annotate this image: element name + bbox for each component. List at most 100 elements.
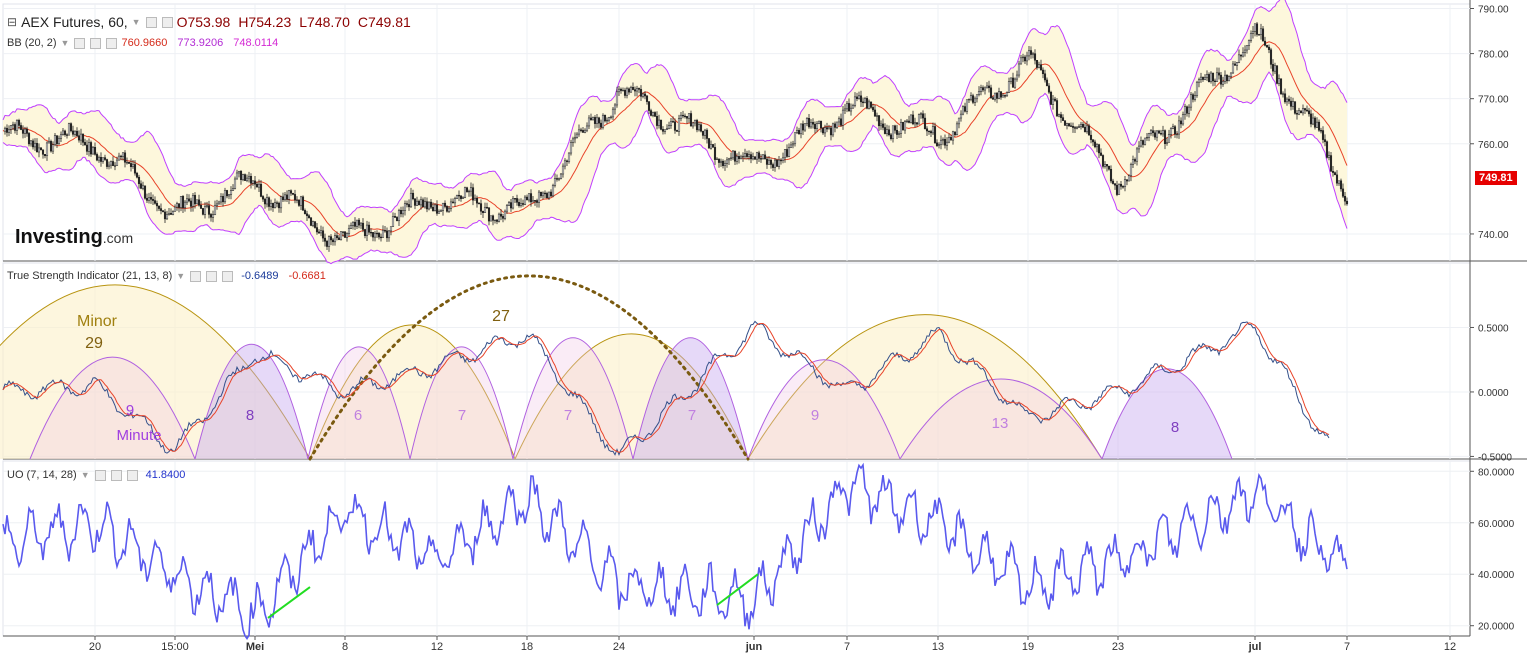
candle-body — [59, 134, 63, 139]
candle-body — [1035, 59, 1039, 68]
candle-body — [995, 92, 999, 99]
candle-body — [753, 156, 757, 160]
chevron-down-icon[interactable]: ▼ — [131, 17, 141, 27]
candle-body — [261, 196, 265, 200]
candle-body — [1277, 78, 1281, 84]
candle-body — [555, 178, 559, 180]
gear-icon[interactable] — [110, 469, 122, 481]
candle-body — [187, 198, 191, 202]
candle-body — [1075, 127, 1079, 129]
gear-icon[interactable] — [206, 270, 218, 282]
candle-body — [1029, 50, 1033, 55]
chevron-down-icon[interactable]: ▼ — [80, 470, 90, 480]
candle-body — [629, 87, 633, 93]
candle-body — [319, 230, 323, 234]
candle-body — [321, 230, 325, 239]
candle-body — [1069, 125, 1073, 127]
candle-body — [133, 164, 137, 174]
candle-body — [585, 125, 589, 131]
candle-body — [767, 159, 771, 165]
candle-body — [687, 113, 691, 119]
candle-body — [161, 210, 165, 213]
candle-body — [647, 101, 651, 111]
annotation-cycle-count: 7 — [564, 407, 572, 424]
candle-body — [999, 91, 1003, 98]
candle-body — [615, 91, 619, 106]
candle-body — [573, 137, 577, 140]
candle-body — [1125, 179, 1129, 182]
cycle-arc-27-dotted — [308, 274, 750, 461]
candle-body — [595, 117, 599, 124]
candle-body — [897, 133, 901, 135]
symbol-title: AEX Futures, 60, — [21, 14, 128, 30]
candle-body — [77, 135, 81, 141]
eye-icon[interactable] — [74, 37, 86, 49]
candle-body — [1063, 120, 1067, 126]
x-tick-label: 12 — [1444, 641, 1456, 653]
eye-icon[interactable] — [190, 270, 202, 282]
candle-body — [1097, 144, 1101, 154]
gear-icon[interactable] — [161, 16, 173, 28]
chevron-down-icon[interactable]: ▼ — [60, 38, 70, 48]
candle-body — [1185, 106, 1189, 114]
candle-body — [191, 195, 195, 207]
uo-tick-label: 60.0000 — [1478, 519, 1515, 530]
candle-body — [163, 211, 167, 220]
candle-body — [601, 114, 605, 128]
candle-body — [541, 192, 545, 197]
candle-body — [1223, 74, 1227, 82]
candle-body — [1181, 114, 1185, 125]
annotation-cycle-count: 7 — [458, 407, 466, 424]
candle-body — [591, 117, 595, 121]
close-icon[interactable] — [126, 469, 138, 481]
candle-body — [587, 117, 591, 127]
candle-body — [675, 130, 679, 132]
candle-body — [449, 201, 453, 209]
close-icon[interactable] — [106, 37, 118, 49]
chevron-down-icon[interactable]: ▼ — [176, 271, 186, 281]
candle-body — [685, 116, 689, 119]
collapse-icon[interactable]: ⊟ — [7, 15, 18, 29]
candle-body — [827, 127, 831, 130]
candle-body — [487, 207, 491, 222]
annotation-minor-number: 29 — [85, 335, 103, 352]
candle-body — [921, 113, 925, 119]
candle-body — [809, 122, 813, 128]
candle-body — [101, 157, 105, 162]
eye-icon[interactable] — [145, 16, 157, 28]
candle-body — [145, 198, 149, 201]
candle-body — [57, 138, 61, 144]
candle-body — [991, 97, 995, 100]
candle-body — [599, 122, 603, 128]
candle-body — [233, 178, 237, 189]
candle-body — [1027, 50, 1031, 57]
candle-body — [309, 217, 313, 226]
candle-body — [375, 232, 379, 235]
candle-body — [909, 114, 913, 123]
candle-body — [539, 191, 543, 197]
candle-body — [1291, 101, 1295, 107]
candle-body — [617, 88, 621, 93]
candle-body — [1033, 53, 1037, 61]
candle-body — [815, 123, 819, 129]
eye-icon[interactable] — [94, 469, 106, 481]
candle-body — [493, 219, 497, 222]
candle-body — [75, 130, 79, 136]
gear-icon[interactable] — [90, 37, 102, 49]
candle-body — [1155, 130, 1159, 138]
candle-body — [111, 161, 115, 166]
candle-body — [715, 158, 719, 160]
cycle-arc-minute — [409, 346, 514, 460]
candle-body — [509, 202, 513, 209]
candle-body — [1227, 76, 1231, 82]
candle-body — [411, 192, 415, 200]
candle-body — [1129, 164, 1133, 177]
close-icon[interactable] — [222, 270, 234, 282]
candle-body — [149, 197, 153, 200]
candle-body — [65, 134, 69, 136]
candle-body — [1111, 180, 1115, 184]
candle-body — [873, 109, 877, 117]
candle-body — [789, 144, 793, 148]
candle-body — [773, 159, 777, 168]
